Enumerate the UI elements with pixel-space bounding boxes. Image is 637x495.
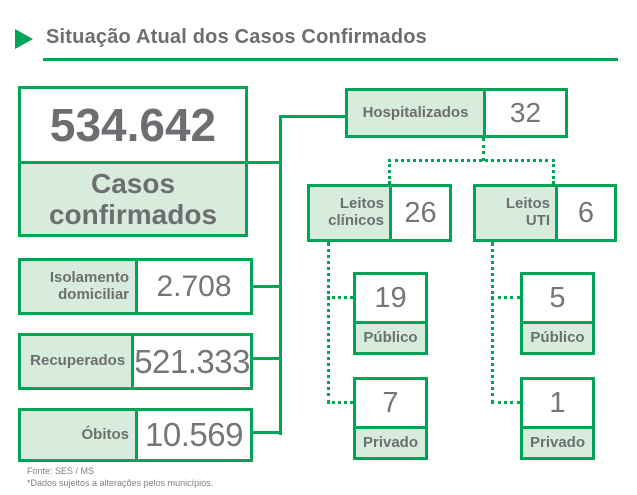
icu-beds-box: Leitos UTI 6 <box>473 184 617 242</box>
dotted-icu-branch-line <box>491 242 494 404</box>
clinical-private-value: 7 <box>356 380 425 429</box>
recovered-box: Recuperados 521.333 <box>18 333 253 390</box>
title-underline <box>43 58 618 61</box>
clinical-private-box: 7 Privado <box>353 377 428 460</box>
dotted-icu-public-line <box>491 296 520 299</box>
recovered-value: 521.333 <box>134 342 250 380</box>
clinical-beds-label: Leitos clínicos <box>310 187 392 239</box>
connector-isolation-line <box>253 285 279 288</box>
icu-public-value: 5 <box>523 275 592 324</box>
dotted-icu-stub-line <box>552 159 555 184</box>
confirmed-cases-label: Casos confirmados <box>21 164 245 234</box>
connector-hospitalized-line <box>281 115 345 118</box>
recovered-label: Recuperados <box>21 336 135 387</box>
page-title: Situação Atual dos Casos Confirmados <box>46 26 427 48</box>
icu-private-value: 1 <box>523 380 592 429</box>
clinical-private-label: Privado <box>356 429 425 457</box>
dotted-clinical-private-line <box>327 401 353 404</box>
icu-public-box: 5 Público <box>520 272 595 355</box>
connector-recovered-line <box>253 357 279 360</box>
deaths-box: Óbitos 10.569 <box>18 408 253 462</box>
dotted-clinical-branch-line <box>327 242 330 404</box>
hospitalized-value: 32 <box>509 97 542 128</box>
clinical-public-box: 19 Público <box>353 272 428 355</box>
confirmed-cases-value: 534.642 <box>21 89 245 164</box>
clinical-beds-box: Leitos clínicos 26 <box>307 184 452 242</box>
icu-private-box: 1 Privado <box>520 377 595 460</box>
dotted-clinical-public-line <box>327 296 353 299</box>
hospitalized-label: Hospitalizados <box>348 91 486 135</box>
clinical-public-label: Público <box>356 324 425 352</box>
home-isolation-value: 2.708 <box>156 269 232 303</box>
dotted-hospitalized-drop-line <box>482 138 485 161</box>
clinical-beds-value: 26 <box>404 196 437 229</box>
connector-trunk-line <box>279 115 282 435</box>
footer-notes: Fonte: SES / MS *Dados sujeitos a altera… <box>27 465 213 489</box>
dotted-beds-span-line <box>388 159 555 162</box>
home-isolation-box: Isolamento domiciliar 2.708 <box>18 258 253 315</box>
play-triangle-icon <box>15 29 33 49</box>
connector-deaths-line <box>253 431 282 434</box>
hospitalized-box: Hospitalizados 32 <box>345 88 568 138</box>
icu-public-label: Público <box>523 324 592 352</box>
icu-beds-value: 6 <box>577 196 595 229</box>
dotted-icu-private-line <box>491 401 520 404</box>
clinical-public-value: 19 <box>356 275 425 324</box>
confirmed-cases-box: 534.642 Casos confirmados <box>18 86 248 237</box>
deaths-label: Óbitos <box>21 411 138 459</box>
home-isolation-label: Isolamento domiciliar <box>21 261 138 312</box>
footer-note: *Dados sujeitos a alterações pelos munic… <box>27 478 214 489</box>
deaths-value: 10.569 <box>145 416 243 453</box>
dotted-clinical-stub-line <box>388 159 391 184</box>
icu-beds-label: Leitos UTI <box>476 187 558 239</box>
connector-confirmed-line <box>248 161 279 164</box>
icu-private-label: Privado <box>523 429 592 457</box>
footer-source: Fonte: SES / MS <box>27 466 95 476</box>
